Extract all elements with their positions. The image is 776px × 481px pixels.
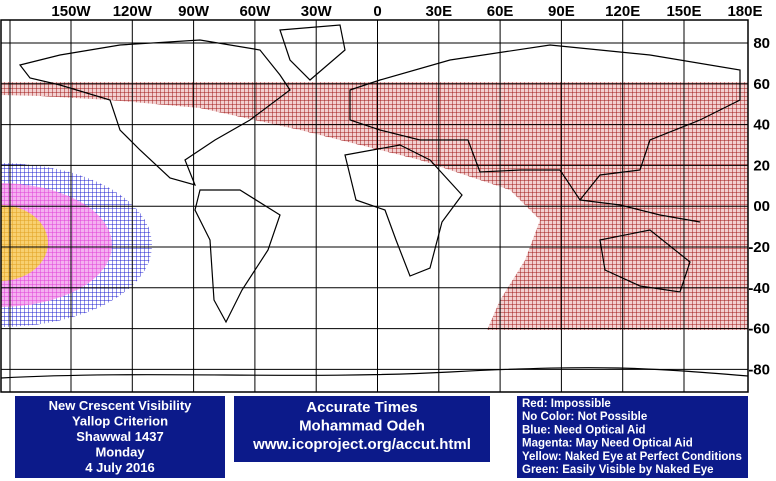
legend-box <box>517 396 748 478</box>
map-frame <box>0 19 749 393</box>
legend-line: Yellow: Naked Eye at Perfect Conditions <box>522 451 742 463</box>
lon-label: 30E <box>425 3 452 20</box>
lon-label: 120E <box>605 3 640 20</box>
lat-label: -20 <box>748 239 770 256</box>
lon-label: 180E <box>727 3 762 20</box>
credit-line: Accurate Times <box>306 399 417 416</box>
graticule <box>1 20 748 392</box>
lat-label: -80 <box>748 361 770 378</box>
legend-line: Blue: Need Optical Aid <box>522 424 646 436</box>
lat-label: 60 <box>753 76 770 93</box>
info-box <box>15 396 225 478</box>
legend-line: Green: Easily Visible by Naked Eye <box>522 464 714 476</box>
info-line: 4 July 2016 <box>85 460 154 475</box>
lon-label: 60W <box>239 3 271 20</box>
lat-label: -60 <box>748 321 770 338</box>
map-layers <box>1 24 748 379</box>
lat-label: 80 <box>753 35 770 52</box>
lon-label: 90E <box>548 3 575 20</box>
credits-box <box>234 396 490 462</box>
info-line: Shawwal 1437 <box>76 429 163 444</box>
info-line: Yallop Criterion <box>72 414 168 429</box>
lon-label: 150W <box>51 3 91 20</box>
legend-line: No Color: Not Possible <box>522 411 647 423</box>
lat-label: 20 <box>753 157 770 174</box>
lat-label: 40 <box>753 117 770 134</box>
lon-label: 0 <box>373 3 381 20</box>
lon-label: 120W <box>113 3 153 20</box>
legend-line: Red: Impossible <box>522 398 611 410</box>
legend-line: Magenta: May Need Optical Aid <box>522 438 693 450</box>
naked-eye-region <box>1 205 48 281</box>
lon-label: 150E <box>666 3 701 20</box>
lon-label: 90W <box>178 3 210 20</box>
credit-line: Mohammad Odeh <box>299 418 425 435</box>
lon-label: 60E <box>487 3 514 20</box>
lon-label: 30W <box>301 3 333 20</box>
info-line: Monday <box>95 445 145 460</box>
credit-line: www.icoproject.org/accut.html <box>252 436 471 453</box>
lat-label: -40 <box>748 280 770 297</box>
info-line: New Crescent Visibility <box>49 398 193 413</box>
lat-label: 00 <box>753 198 770 215</box>
